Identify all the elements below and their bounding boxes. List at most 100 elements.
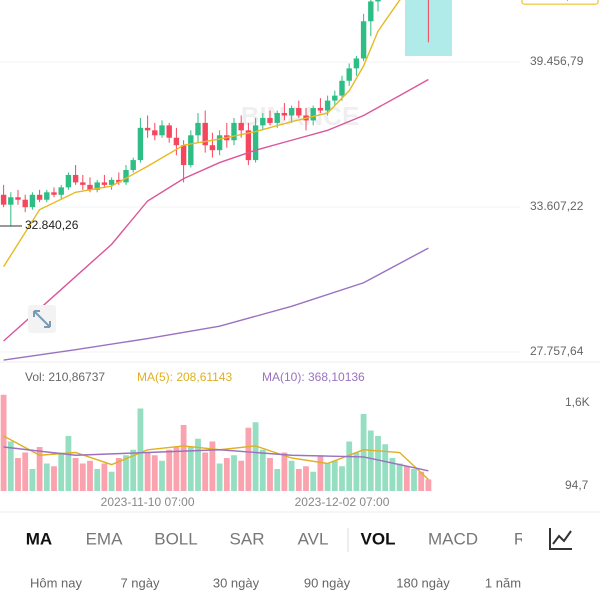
candle-body <box>36 194 43 200</box>
volume-plot <box>0 394 432 491</box>
candle-body <box>360 21 367 59</box>
volume-bar <box>79 463 86 491</box>
indicator-tab[interactable]: EMA <box>86 529 124 548</box>
candle-body <box>108 179 115 185</box>
volume-bar <box>223 458 230 491</box>
volume-bar <box>259 449 266 491</box>
volume-bar <box>195 438 201 491</box>
volume-bar <box>94 469 101 491</box>
candle-body <box>216 135 223 151</box>
y-tick-label: 27.757,64 <box>530 344 584 358</box>
candle-body <box>72 174 79 183</box>
volume-bar <box>396 463 403 491</box>
volume-bar <box>65 436 72 491</box>
candle-body <box>137 127 144 161</box>
volume-bar <box>159 460 165 491</box>
period-tab[interactable]: Hôm nay <box>30 575 83 590</box>
volume-bar <box>58 452 65 491</box>
volume-bar <box>331 460 338 491</box>
volume-bar <box>281 452 288 491</box>
volume-bar <box>367 430 374 491</box>
candle-body <box>209 145 216 151</box>
volume-bar <box>115 458 122 491</box>
indicator-tab[interactable]: AVL <box>298 529 329 548</box>
resize-icon[interactable] <box>28 305 56 333</box>
last-price-box <box>521 0 599 5</box>
candle-body <box>245 130 252 161</box>
volume-bar <box>29 469 36 491</box>
indicator-tabs: MA EMA BOLL SAR AVL VOL MACD RSI <box>26 529 542 548</box>
candle-body <box>317 108 324 111</box>
icon <box>33 310 51 328</box>
indicator-tab[interactable]: VOL <box>361 529 396 548</box>
indicator-tab[interactable]: SAR <box>230 529 265 548</box>
volume-bar <box>22 452 29 491</box>
candle-body <box>296 108 302 116</box>
candle-body <box>87 184 93 190</box>
low-label: 32.840,26 <box>25 218 79 232</box>
chart-settings-icon[interactable] <box>549 528 572 550</box>
candle-body <box>101 182 108 185</box>
candle-body <box>368 1 374 22</box>
price-plot <box>0 0 520 361</box>
volume-bar <box>144 452 151 491</box>
indicator-tab[interactable]: BOLL <box>154 529 197 548</box>
period-tab[interactable]: 30 ngày <box>213 575 260 590</box>
volume-bar <box>411 469 417 491</box>
candle-body <box>166 125 172 138</box>
ma-line <box>3 247 429 361</box>
volume-legend: MA(5): 208,61143 <box>137 370 232 384</box>
last-price-label: 42.112,77 <box>530 0 583 2</box>
candle-body <box>260 117 266 126</box>
period-tab[interactable]: 180 ngày <box>396 575 450 590</box>
volume-bar <box>15 458 21 491</box>
candle-body <box>94 182 100 190</box>
candle-body <box>281 112 288 116</box>
period-tab[interactable]: 7 ngày <box>120 575 160 590</box>
watermark: BINANCE <box>241 101 359 131</box>
volume-bar <box>403 466 410 491</box>
volume-bar <box>360 414 367 491</box>
candle-body <box>288 108 295 116</box>
volume-bar <box>87 460 93 491</box>
candle-body <box>123 169 129 183</box>
candle-body <box>15 197 21 200</box>
volume-bar <box>418 471 425 491</box>
indicator-tab[interactable]: MA <box>26 529 52 548</box>
candle-body <box>324 100 331 111</box>
volume-bar <box>108 471 115 491</box>
volume-bar <box>101 463 108 491</box>
volume-bar <box>375 436 381 491</box>
ma-line <box>3 78 429 342</box>
volume-bar <box>267 458 273 491</box>
period-tab[interactable]: 90 ngày <box>304 575 351 590</box>
candle-body <box>238 122 244 131</box>
y-tick-label: 1,6K <box>565 395 590 409</box>
candle-body <box>195 122 201 136</box>
volume-bar <box>339 466 345 491</box>
volume-bar <box>252 422 259 491</box>
candle-body <box>202 122 208 146</box>
volume-bar <box>425 479 432 491</box>
indicator-tab[interactable]: MACD <box>428 529 478 548</box>
indicator-tab[interactable]: RSI <box>514 529 542 548</box>
candle-body <box>80 182 86 185</box>
volume-bar <box>166 449 173 491</box>
volume-bar <box>137 408 144 491</box>
volume-bar <box>238 460 245 491</box>
candle-body <box>231 122 237 141</box>
candle-body <box>44 192 50 200</box>
period-tab[interactable]: 1 năm <box>485 575 521 590</box>
volume-bar <box>288 460 295 491</box>
candle-body <box>51 192 57 195</box>
candle-body <box>116 179 122 183</box>
volume-bar <box>36 447 43 491</box>
y-tick-label: 39.456,79 <box>530 54 584 68</box>
volume-bar <box>173 447 180 491</box>
candle-body <box>346 68 352 81</box>
candle-body <box>22 199 28 208</box>
volume-bar <box>0 394 7 491</box>
x-tick-label: 2023-12-02 07:00 <box>295 495 390 509</box>
